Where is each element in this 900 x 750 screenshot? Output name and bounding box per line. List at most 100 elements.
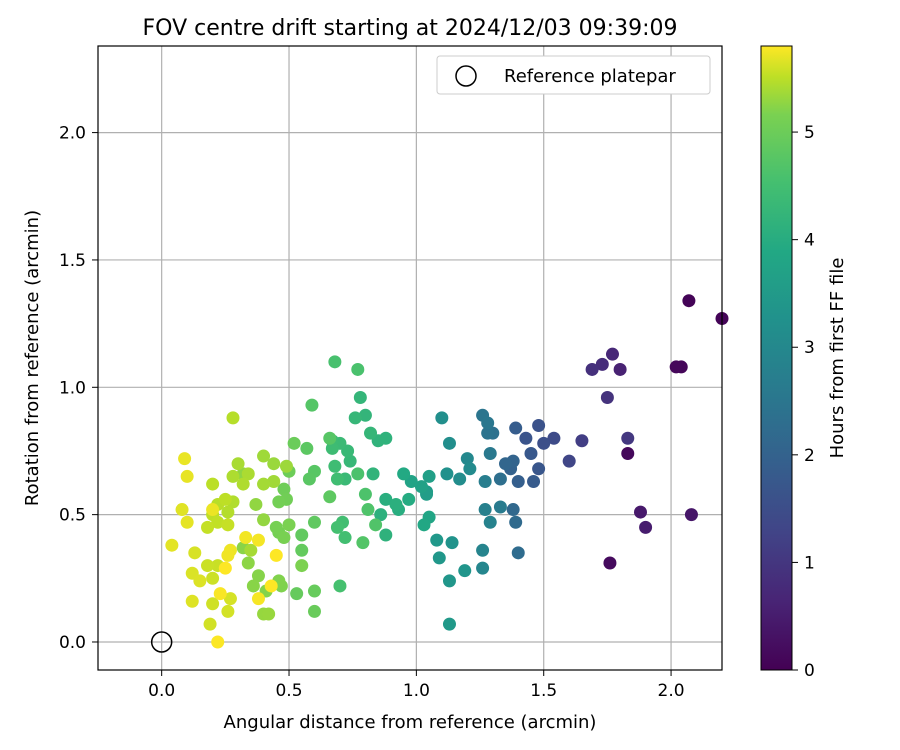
- colorbar-tick-label: 4: [804, 231, 815, 251]
- data-point: [669, 360, 683, 374]
- data-point: [244, 543, 258, 557]
- data-point: [333, 579, 347, 593]
- data-point: [221, 548, 235, 562]
- data-point: [585, 362, 599, 376]
- data-point: [605, 347, 619, 361]
- data-point: [175, 503, 189, 517]
- data-point: [595, 357, 609, 371]
- data-point: [414, 480, 428, 494]
- data-point: [348, 411, 362, 425]
- data-point: [353, 390, 367, 404]
- data-point: [430, 533, 444, 547]
- data-point: [562, 454, 576, 468]
- data-point: [211, 635, 225, 649]
- data-point: [287, 436, 301, 450]
- legend-label: Reference platepar: [504, 66, 676, 87]
- data-point: [251, 569, 265, 583]
- data-point: [264, 579, 278, 593]
- data-point: [524, 447, 538, 461]
- colorbar-ticks: 0 1 2 3 4 5: [792, 123, 815, 681]
- data-point: [338, 531, 352, 545]
- data-point: [241, 467, 255, 481]
- data-point: [178, 452, 192, 466]
- data-point: [221, 505, 235, 519]
- data-point: [257, 513, 271, 527]
- data-point: [397, 467, 411, 481]
- data-point: [180, 469, 194, 483]
- data-point: [509, 515, 523, 529]
- data-point: [379, 528, 393, 542]
- data-point: [445, 536, 459, 550]
- data-point: [575, 434, 589, 448]
- data-point: [364, 426, 378, 440]
- data-point: [180, 515, 194, 529]
- data-point: [221, 604, 235, 618]
- data-point: [201, 520, 215, 534]
- data-point: [218, 561, 232, 575]
- data-point: [532, 462, 546, 476]
- data-point: [402, 492, 416, 506]
- data-point: [328, 459, 342, 473]
- data-point: [435, 411, 449, 425]
- data-point: [257, 477, 271, 491]
- x-tick-label: 0.0: [148, 681, 175, 701]
- colorbar: [760, 45, 793, 671]
- data-point: [249, 497, 263, 511]
- y-axis-ticks: 0.0 0.5 1.0 1.5 2.0: [59, 124, 98, 653]
- data-point: [603, 556, 617, 570]
- y-tick-label: 1.0: [59, 378, 86, 398]
- data-point: [478, 503, 492, 517]
- data-point: [682, 294, 696, 308]
- data-point: [351, 362, 365, 376]
- data-point: [277, 482, 291, 496]
- x-tick-label: 1.0: [403, 681, 430, 701]
- data-point: [458, 564, 472, 578]
- data-point: [366, 467, 380, 481]
- data-point: [226, 411, 240, 425]
- data-point: [223, 592, 237, 606]
- data-point: [236, 477, 250, 491]
- data-point: [262, 607, 276, 621]
- data-point: [246, 579, 260, 593]
- data-point: [282, 518, 296, 532]
- data-point: [379, 492, 393, 506]
- data-point: [277, 531, 291, 545]
- data-point: [302, 472, 316, 486]
- y-tick-label: 1.5: [59, 251, 86, 271]
- data-point: [330, 472, 344, 486]
- data-point: [257, 449, 271, 463]
- legend-marker: [455, 65, 477, 87]
- data-point: [231, 457, 245, 471]
- data-point: [476, 543, 490, 557]
- data-point: [267, 457, 281, 471]
- data-point: [356, 536, 370, 550]
- y-tick-label: 0.5: [59, 506, 86, 526]
- data-point: [251, 533, 265, 547]
- data-point: [478, 475, 492, 489]
- data-point: [358, 487, 372, 501]
- data-point: [351, 467, 365, 481]
- data-point: [165, 538, 179, 552]
- data-point: [509, 421, 523, 435]
- data-point: [463, 462, 477, 476]
- data-point: [506, 503, 520, 517]
- reference-platepar-marker: [150, 631, 173, 653]
- data-point: [213, 587, 227, 601]
- data-point: [211, 515, 225, 529]
- data-point: [374, 508, 388, 522]
- data-point: [203, 617, 217, 631]
- grid: [98, 46, 722, 670]
- data-point: [323, 490, 337, 504]
- data-point: [481, 416, 495, 430]
- colorbar-tick-label: 1: [804, 553, 815, 573]
- data-points: [165, 294, 729, 649]
- data-point: [185, 594, 199, 608]
- data-point: [532, 418, 546, 432]
- data-point: [221, 518, 235, 532]
- colorbar-tick-label: 5: [804, 123, 815, 143]
- data-point: [537, 436, 551, 450]
- chart-title: FOV centre drift starting at 2024/12/03 …: [143, 16, 678, 41]
- data-point: [493, 500, 507, 514]
- y-tick-label: 2.0: [59, 124, 86, 144]
- data-point: [519, 431, 533, 445]
